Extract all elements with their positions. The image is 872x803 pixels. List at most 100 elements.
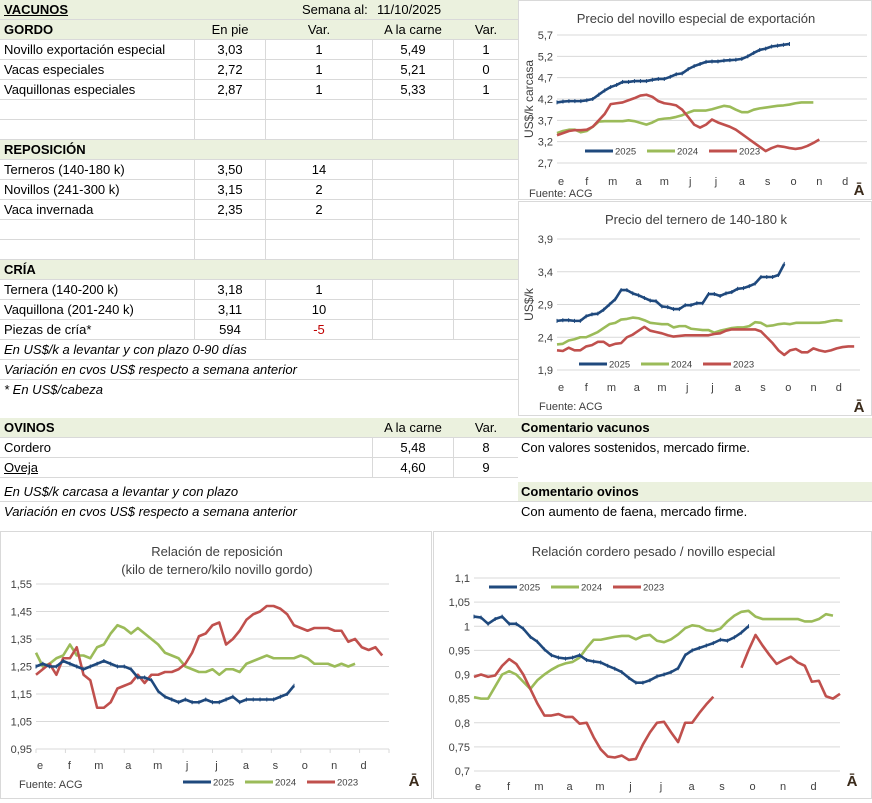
series-line-2023	[556, 325, 855, 357]
x-tick-label: n	[780, 781, 786, 793]
table-row: Vacas especiales 2,72 1 5,21 0	[0, 60, 518, 80]
empty-row	[0, 240, 518, 260]
x-tick-label: a	[635, 176, 642, 188]
x-tick-label: f	[585, 382, 589, 394]
comment-vacunos-body: Con valores sostenidos, mercado firme.	[518, 438, 872, 478]
chart-title: Relación cordero pesado / novillo especi…	[532, 544, 776, 559]
comment-vacunos-title: Comentario vacunos	[521, 420, 650, 435]
series-line-2023	[556, 93, 820, 153]
grid-line	[453, 438, 454, 478]
y-tick-label: 1,1	[455, 573, 470, 585]
row-var: 8	[482, 440, 490, 455]
y-tick-label: 0,9	[455, 670, 470, 682]
chart-subtitle: (kilo de ternero/kilo novillo gordo)	[121, 562, 312, 577]
y-tick-label: 0,85	[449, 694, 470, 706]
ovinos-header-row: OVINOS A la carne Var.	[0, 418, 518, 438]
grid-line	[194, 160, 195, 260]
legend-label-2024: 2024	[677, 147, 698, 158]
row-var: 9	[482, 460, 490, 475]
row-var: 1	[315, 42, 323, 57]
table-row: Novillo exportación especial 3,03 1 5,49…	[0, 40, 518, 60]
note-text: En US$/k carcasa a levantar y con plazo	[4, 484, 239, 499]
y-tick-label: 1,45	[11, 607, 32, 619]
row-name: Ternera (140-200 k)	[4, 282, 119, 297]
grid-line	[194, 280, 195, 340]
chart-cordero-svg: Relación cordero pesado / novillo especi…	[449, 544, 858, 793]
row-var-carne: 0	[482, 62, 490, 77]
chart-novillo: Precio del novillo especial de exportaci…	[518, 0, 872, 200]
row-name: Vacas especiales	[4, 62, 105, 77]
y-tick-label: 5,7	[538, 30, 553, 42]
legend-label-2025: 2025	[213, 778, 234, 789]
chart-title: Relación de reposición	[151, 544, 283, 559]
chart-ternero-svg: Precio del ternero de 140-180 k 3,9 3,4 2,9…	[522, 212, 865, 416]
row-name: Piezas de cría*	[4, 322, 92, 337]
x-tick-label: o	[790, 176, 796, 188]
row-carne: 5,48	[400, 440, 426, 455]
col-en-pie: En pie	[211, 22, 249, 37]
x-tick-label: e	[475, 781, 481, 793]
x-tick-label: j	[714, 176, 717, 188]
legend-label-2024: 2024	[275, 778, 296, 789]
grid-line	[453, 160, 454, 260]
table-row: Novillos (241-300 k) 3,15 2	[0, 180, 518, 200]
grid-line	[372, 438, 373, 478]
row-carne: 5,33	[400, 82, 426, 97]
col-a-la-carne: A la carne	[384, 420, 442, 435]
comment-ovinos-body: Con aumento de faena, mercado firme.	[518, 502, 872, 522]
y-tick-label: 1,05	[449, 597, 470, 609]
table-row: Terneros (140-180 k) 3,50 14	[0, 160, 518, 180]
y-tick-label: 2,7	[538, 158, 553, 170]
legend-label-2024: 2024	[671, 360, 692, 371]
row-carne: 4,60	[400, 460, 426, 475]
row-name: Novillos (241-300 k)	[4, 182, 120, 197]
row-name: Terneros (140-180 k)	[4, 162, 125, 177]
x-tick-label: d	[810, 781, 816, 793]
x-tick-label: m	[153, 760, 162, 772]
row-en-pie: 2,72	[217, 62, 243, 77]
row-carne: 5,21	[400, 62, 426, 77]
note-text: * En US$/cabeza	[4, 382, 104, 397]
row-var-carne: 1	[482, 42, 490, 57]
y-tick-label: 5,2	[538, 51, 553, 63]
row-var: 14	[311, 162, 327, 177]
series-line-2024	[556, 316, 843, 346]
row-var: 1	[315, 62, 323, 77]
ovinos-title: OVINOS	[4, 420, 55, 435]
chart-source: Fuente: ACG	[19, 779, 83, 791]
x-tick-label: j	[214, 760, 217, 772]
vacunos-title: VACUNOS	[4, 2, 69, 17]
grid-line	[453, 40, 454, 140]
x-tick-label: f	[585, 176, 589, 188]
row-var: 1	[315, 282, 323, 297]
col-var-carne: Var.	[474, 22, 498, 37]
y-axis-label: US$/k carcasa	[522, 60, 536, 138]
anchor-icon: Ā	[854, 182, 865, 199]
row-var: 10	[311, 302, 327, 317]
grid-line	[265, 280, 266, 340]
grid-line	[372, 160, 373, 260]
row-var: 2	[315, 202, 323, 217]
x-tick-label: j	[185, 760, 188, 772]
anchor-icon: Ā	[409, 773, 420, 790]
col-var: Var.	[307, 22, 331, 37]
x-tick-label: m	[657, 382, 666, 394]
x-tick-label: d	[836, 382, 842, 394]
y-tick-label: 1,15	[11, 689, 32, 701]
chart-reposicion: Relación de reposición (kilo de ternero/k…	[0, 531, 432, 799]
row-en-pie: 3,15	[217, 182, 243, 197]
note-row: Variación en cvos US$ respecto a semana …	[0, 360, 518, 380]
row-name: Cordero	[4, 440, 51, 455]
note-row: En US$/k a levantar y con plazo 0-90 día…	[0, 340, 518, 360]
grid-line	[194, 40, 195, 140]
y-tick-label: 1	[464, 621, 470, 633]
x-tick-label: e	[37, 760, 43, 772]
comment-ovinos-header: Comentario ovinos	[518, 482, 872, 502]
grid-line	[265, 40, 266, 140]
reposicion-header-row: REPOSICIÓN	[0, 140, 518, 160]
series-line-2024	[34, 623, 356, 677]
comment-vacunos-text: Con valores sostenidos, mercado firme.	[521, 440, 751, 455]
x-tick-label: s	[765, 176, 771, 188]
empty-row	[0, 120, 518, 140]
row-name: Vaca invernada	[4, 202, 94, 217]
